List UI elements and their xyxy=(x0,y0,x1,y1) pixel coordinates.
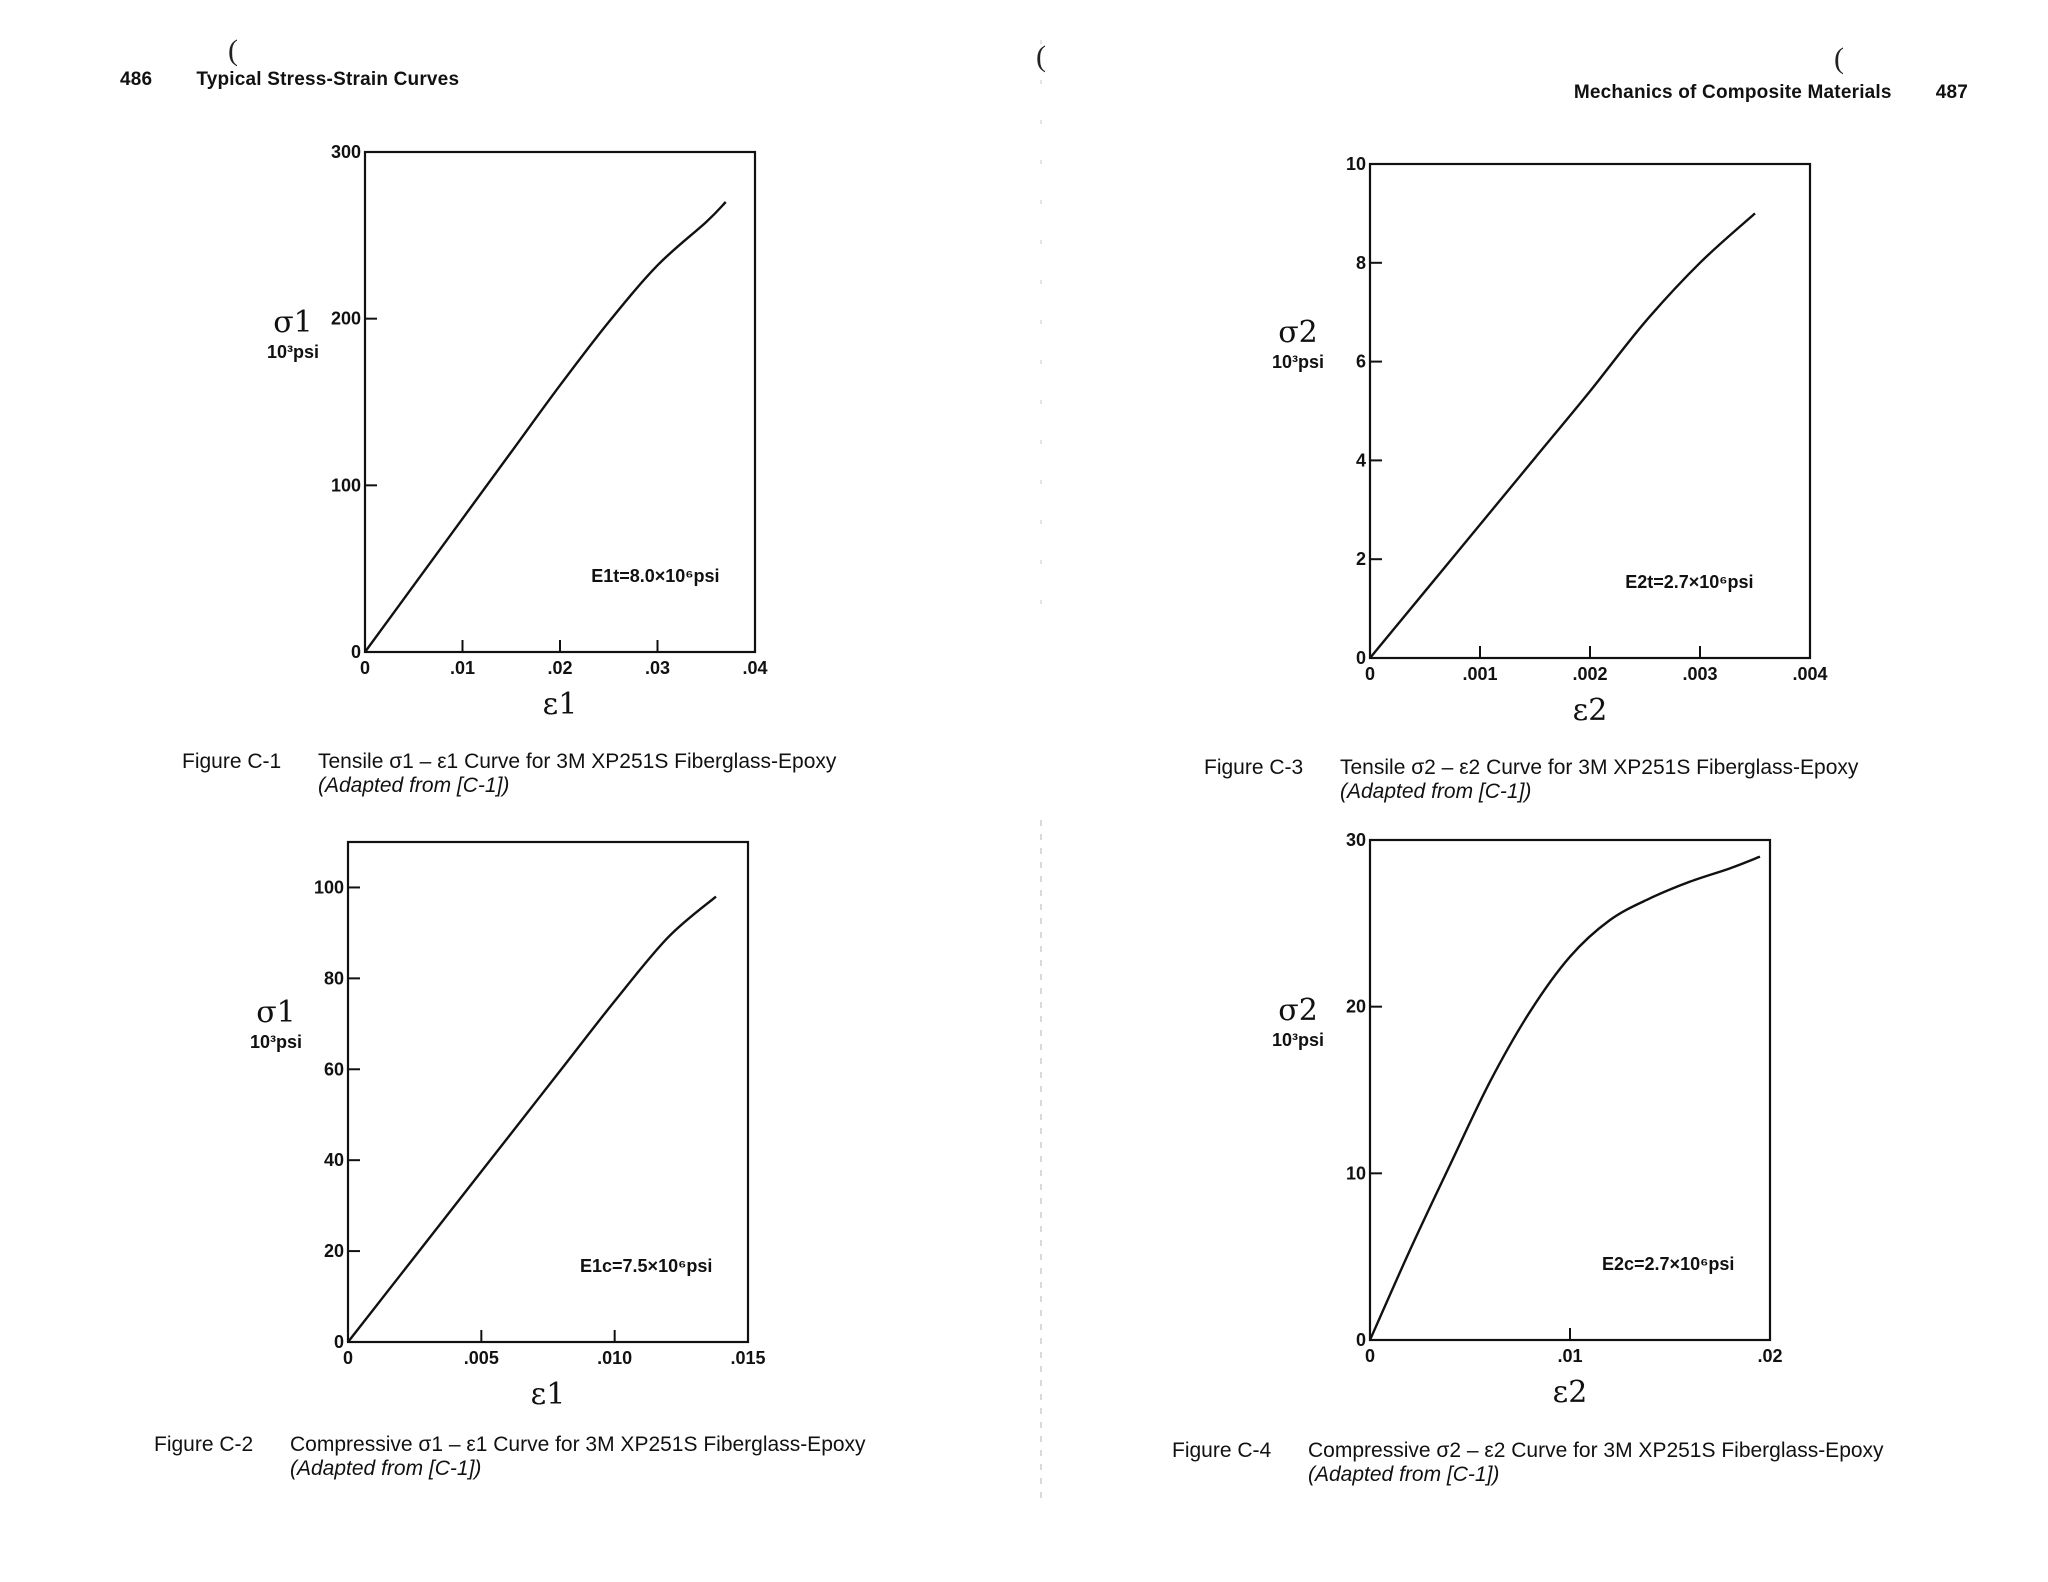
figure-c4-caption: Figure C-4 Compressive σ2 – ε2 Curve for… xyxy=(1172,1439,2042,1499)
figure-c3-caption-text: Tensile σ2 – ε2 Curve for 3M XP251S Fibe… xyxy=(1340,756,1859,779)
figure-c1-chart: 0 100 200 300 0 .01 .02 .03 .04 ε1 σ1 10³psi E1t=8.0… xyxy=(255,140,775,745)
modulus-annotation: E2c=2.7×10⁶psi xyxy=(1602,1254,1734,1274)
x-tick-label: .01 xyxy=(1557,1346,1582,1366)
y-axis-label: σ1 xyxy=(273,305,313,340)
paren-mark-left: ( xyxy=(228,34,238,67)
y-axis-unit: 10³psi xyxy=(267,342,319,362)
x-tick-label: 0 xyxy=(1365,1346,1375,1366)
x-tick-label: .03 xyxy=(645,658,670,678)
y-tick-label: 2 xyxy=(1356,549,1366,569)
figure-c2-number: Figure C-2 xyxy=(154,1433,254,1456)
figure-c3-caption: Figure C-3 Tensile σ2 – ε2 Curve for 3M … xyxy=(1204,756,2044,816)
y-tick-label: 0 xyxy=(334,1332,344,1352)
x-tick-label: .002 xyxy=(1572,664,1607,684)
figure-c2-caption-text: Compressive σ1 – ε1 Curve for 3M XP251S … xyxy=(290,1433,866,1456)
running-head-left: 486 Typical Stress-Strain Curves xyxy=(120,69,459,91)
y-axis-label: σ2 xyxy=(1278,315,1318,350)
y-tick-label: 8 xyxy=(1356,253,1366,273)
y-tick-label: 40 xyxy=(324,1150,344,1170)
x-tick-label: .02 xyxy=(547,658,572,678)
page-gutter-top xyxy=(1040,40,1042,640)
x-tick-label: .003 xyxy=(1682,664,1717,684)
x-axis-label: ε1 xyxy=(543,687,578,722)
modulus-annotation: E2t=2.7×10⁶psi xyxy=(1625,572,1753,592)
x-tick-label: .004 xyxy=(1792,664,1827,684)
plot-frame xyxy=(346,840,750,1344)
y-tick-label: 10 xyxy=(1346,154,1366,174)
y-axis-unit: 10³psi xyxy=(1272,1030,1324,1050)
x-tick-label: .001 xyxy=(1462,664,1497,684)
running-head-left-title: Typical Stress-Strain Curves xyxy=(196,69,460,90)
running-head-right: Mechanics of Composite Materials 487 xyxy=(1574,82,1968,104)
x-tick-label: .02 xyxy=(1757,1346,1782,1366)
modulus-annotation: E1t=8.0×10⁶psi xyxy=(591,566,719,586)
y-tick-label: 20 xyxy=(324,1241,344,1261)
y-tick-label: 100 xyxy=(331,475,361,495)
x-axis-label: ε2 xyxy=(1553,1375,1588,1410)
y-tick-label: 30 xyxy=(1346,830,1366,850)
modulus-annotation: E1c=7.5×10⁶psi xyxy=(580,1256,712,1276)
y-tick-label: 80 xyxy=(324,968,344,988)
figure-c4-chart: 0 10 20 30 0 .01 .02 ε2 σ2 10³psi E2c=2.7×10⁶psi xyxy=(1272,830,1830,1435)
y-axis-label: σ2 xyxy=(1278,993,1318,1028)
figure-c1-number: Figure C-1 xyxy=(182,750,282,773)
x-axis-label: ε2 xyxy=(1573,693,1608,728)
figure-c3-number: Figure C-3 xyxy=(1204,756,1304,779)
x-axis-label: ε1 xyxy=(531,1377,566,1412)
figure-c4-source: (Adapted from [C-1]) xyxy=(1308,1463,1500,1486)
y-axis-label: σ1 xyxy=(256,995,296,1030)
stress-strain-curve xyxy=(347,895,717,1343)
figure-c1-caption-text: Tensile σ1 – ε1 Curve for 3M XP251S Fibe… xyxy=(318,750,837,773)
figure-c4-number: Figure C-4 xyxy=(1172,1439,1272,1462)
figure-c2-caption: Figure C-2 Compressive σ1 – ε1 Curve for… xyxy=(154,1433,1024,1493)
y-tick-label: 0 xyxy=(1356,1330,1366,1350)
y-tick-label: 10 xyxy=(1346,1163,1366,1183)
x-tick-label: .010 xyxy=(597,1348,632,1368)
y-tick-label: 300 xyxy=(331,142,361,162)
y-tick-label: 6 xyxy=(1356,352,1366,372)
y-tick-label: 200 xyxy=(331,309,361,329)
stress-strain-curve xyxy=(364,201,727,653)
figure-c3-chart: 0 2 4 6 8 10 0 .001 .002 .003 .004 ε2 σ2 10³psi E2t=2.… xyxy=(1270,150,1850,755)
paren-mark-center: ( xyxy=(1036,40,1046,73)
y-tick-label: 0 xyxy=(351,642,361,662)
y-tick-label: 4 xyxy=(1356,450,1366,470)
y-tick-label: 60 xyxy=(324,1059,344,1079)
figure-c4-caption-text: Compressive σ2 – ε2 Curve for 3M XP251S … xyxy=(1308,1439,1884,1462)
figure-c2-chart: 0 20 40 60 80 100 0 .005 .010 .015 ε1 σ1 10³psi E1c=7… xyxy=(248,830,778,1435)
figure-c3-source: (Adapted from [C-1]) xyxy=(1340,780,1532,803)
y-tick-label: 20 xyxy=(1346,997,1366,1017)
x-tick-label: .01 xyxy=(450,658,475,678)
running-head-right-title: Mechanics of Composite Materials xyxy=(1573,82,1892,103)
x-tick-label: .04 xyxy=(742,658,767,678)
page-gutter xyxy=(1040,820,1042,1500)
x-tick-label: .015 xyxy=(730,1348,765,1368)
y-axis-unit: 10³psi xyxy=(250,1032,302,1052)
y-tick-label: 0 xyxy=(1356,648,1366,668)
figure-c2-source: (Adapted from [C-1]) xyxy=(290,1457,482,1480)
figure-c1-source: (Adapted from [C-1]) xyxy=(318,774,510,797)
page-number-right: 487 xyxy=(1935,82,1968,103)
x-tick-label: 0 xyxy=(360,658,370,678)
page-number-left: 486 xyxy=(120,69,153,90)
stress-strain-curve xyxy=(1368,855,1761,1341)
y-axis-unit: 10³psi xyxy=(1272,352,1324,372)
x-tick-label: 0 xyxy=(343,1348,353,1368)
stress-strain-curve xyxy=(1369,212,1756,659)
y-tick-label: 100 xyxy=(314,877,344,897)
paren-mark-right: ( xyxy=(1834,42,1844,75)
x-tick-label: .005 xyxy=(464,1348,499,1368)
figure-c1-caption: Figure C-1 Tensile σ1 – ε1 Curve for 3M … xyxy=(182,750,1022,810)
x-tick-label: 0 xyxy=(1365,664,1375,684)
